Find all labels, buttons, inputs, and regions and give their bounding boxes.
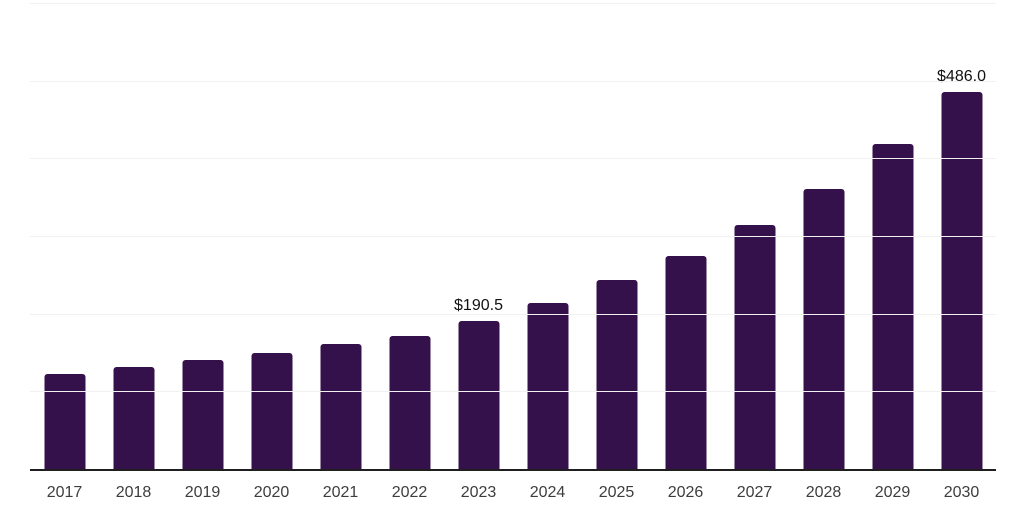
bar-band-2019 [168, 3, 237, 469]
bar-band-2023: $190.5 [444, 3, 513, 469]
x-tick-2027: 2027 [736, 484, 773, 501]
bar-band-2018 [99, 3, 168, 469]
x-tick-2025: 2025 [598, 484, 635, 501]
bar-band-2020 [237, 3, 306, 469]
bar-2019 [182, 360, 223, 469]
bar-band-2026 [651, 3, 720, 469]
gridline-300 [30, 236, 996, 237]
gridline-500 [30, 80, 996, 82]
plot-area: $190.5 $486.0 [30, 3, 996, 471]
bar-series: $190.5 $486.0 [30, 3, 996, 469]
bar-2023 [458, 321, 499, 469]
bar-2026 [665, 255, 706, 469]
bar-band-2017 [30, 3, 99, 469]
gridline-400 [30, 158, 996, 160]
bar-band-2021 [306, 3, 375, 469]
bar-band-2028 [789, 3, 858, 469]
bar-band-2025 [582, 3, 651, 469]
bar-2030 [941, 91, 982, 469]
bar-2017 [44, 374, 85, 469]
data-label-2030: $486.0 [937, 67, 986, 85]
bar-2025 [596, 279, 637, 469]
x-tick-2019: 2019 [184, 484, 221, 501]
x-axis-ticks: 2017 2018 2019 2020 2021 2022 2023 2024 2025 2026… [30, 484, 996, 501]
bar-band-2024 [513, 3, 582, 469]
bar-2021 [320, 344, 361, 469]
data-label-2023: $190.5 [454, 297, 503, 315]
gridline-200 [30, 313, 996, 315]
x-tick-2017: 2017 [46, 484, 83, 501]
bar-2018 [113, 366, 154, 469]
bar-2022 [389, 335, 430, 469]
x-tick-2026: 2026 [667, 484, 704, 501]
bar-band-2030: $486.0 [927, 3, 996, 469]
bar-band-2022 [375, 3, 444, 469]
bar-2020 [251, 352, 292, 469]
bar-2024 [527, 302, 568, 469]
x-tick-2024: 2024 [529, 484, 566, 501]
x-tick-2030: 2030 [943, 484, 980, 501]
x-tick-2022: 2022 [391, 484, 428, 501]
x-tick-2018: 2018 [115, 484, 152, 501]
bar-band-2027 [720, 3, 789, 469]
x-tick-2028: 2028 [805, 484, 842, 501]
bar-band-2029 [858, 3, 927, 469]
x-tick-2023: 2023 [460, 484, 497, 501]
x-tick-2021: 2021 [322, 484, 359, 501]
bar-2027 [734, 224, 775, 469]
bar-2029 [872, 144, 913, 469]
x-tick-2029: 2029 [874, 484, 911, 501]
gridline-600 [30, 3, 996, 4]
bar-2028 [803, 189, 844, 469]
x-tick-2020: 2020 [253, 484, 290, 501]
gridline-100 [30, 391, 996, 393]
